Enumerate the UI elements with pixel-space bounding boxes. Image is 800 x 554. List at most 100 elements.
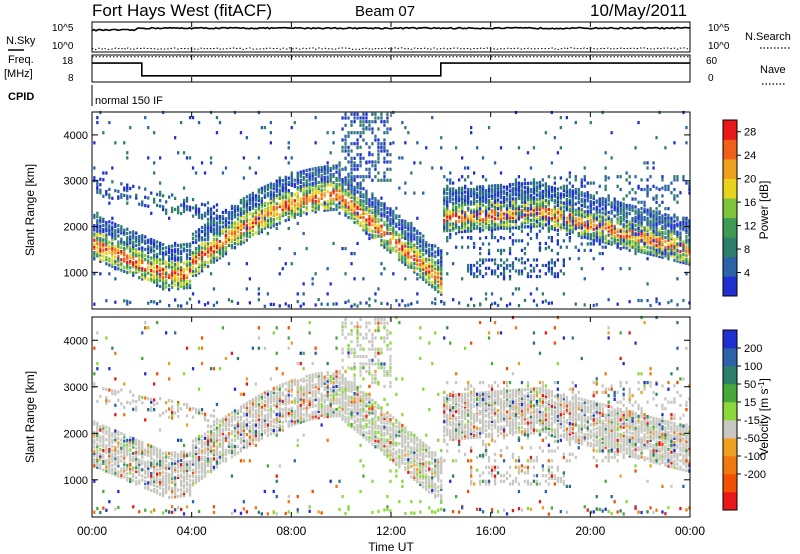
velocity-cell [111, 391, 114, 396]
power-cell [562, 263, 565, 268]
power-cell [473, 196, 476, 200]
power-cell [362, 226, 365, 230]
date-label: 10/May/2011 [590, 1, 687, 20]
power-cell [419, 248, 422, 252]
power-cell [490, 215, 494, 219]
power-cell [359, 116, 362, 120]
power-cell [171, 273, 174, 277]
power-cell [299, 180, 302, 185]
power-cell [631, 239, 634, 243]
power-cell [165, 200, 168, 204]
velocity-cell [132, 407, 135, 411]
power-cell [323, 165, 326, 169]
velocity-cell [153, 490, 156, 494]
power-cell [341, 180, 344, 184]
power-cell [643, 232, 646, 236]
power-cell [299, 203, 302, 207]
power-cell [212, 239, 216, 244]
power-cell [416, 300, 419, 304]
power-cell [380, 116, 383, 120]
power-cell [616, 213, 619, 217]
power-cell [661, 220, 664, 224]
velocity-cell [114, 507, 117, 511]
power-cell [218, 254, 222, 258]
power-cell [526, 242, 530, 246]
power-cell [162, 282, 165, 286]
velocity-cell [147, 408, 150, 412]
power-cell [428, 276, 431, 280]
power-cell [676, 253, 679, 257]
power-cell [215, 223, 219, 227]
power-cell [350, 206, 353, 210]
power-cell [174, 268, 177, 273]
power-cell [646, 210, 649, 214]
power-cell [290, 171, 293, 175]
velocity-cell [114, 377, 117, 381]
power-cell [293, 193, 296, 197]
power-cell [147, 255, 150, 259]
power-cell [386, 112, 389, 116]
power-cell [206, 238, 210, 242]
power-cell [338, 174, 341, 178]
power-cell [371, 127, 374, 131]
power-cell [637, 235, 640, 239]
power-cell [194, 255, 198, 259]
power-cell [571, 203, 574, 208]
power-cell [422, 277, 425, 281]
power-cell [553, 205, 556, 209]
power-cell [520, 210, 524, 214]
power-cell [443, 301, 446, 305]
power-cell [511, 199, 515, 203]
power-cell [260, 221, 263, 226]
power-cell [637, 226, 640, 230]
power-cell [248, 228, 251, 232]
power-cell [377, 230, 380, 234]
power-cell [347, 193, 350, 197]
power-cell [108, 244, 111, 249]
power-cell [535, 232, 539, 236]
velocity-cell [156, 480, 159, 485]
power-cell [383, 123, 386, 127]
power-cell [550, 261, 553, 265]
power-cell [308, 190, 311, 194]
power-cell [356, 190, 359, 194]
velocity-cell [126, 472, 129, 476]
velocity-cell [144, 479, 147, 484]
power-cell [401, 252, 404, 256]
velocity-cell [132, 439, 135, 443]
power-cell [413, 229, 416, 233]
power-cell [293, 211, 296, 215]
power-cell [443, 213, 446, 217]
velocity-cell [114, 392, 117, 396]
power-cell [353, 187, 356, 192]
power-cell [437, 267, 440, 271]
power-cell [203, 252, 207, 256]
power-cell [180, 121, 183, 125]
power-cell [206, 209, 210, 213]
power-cell [117, 267, 120, 271]
power-cell [356, 167, 359, 171]
velocity-cell [120, 459, 123, 463]
power-cell [628, 241, 631, 245]
power-cell [523, 221, 527, 225]
power-cell [577, 232, 580, 236]
power-cell [120, 182, 123, 186]
power-cell [368, 145, 371, 149]
power-cell [514, 213, 518, 217]
power-cell [144, 235, 147, 239]
power-cell [604, 175, 607, 179]
power-cell [580, 218, 583, 222]
power-cell [368, 208, 371, 212]
velocity-cell [102, 459, 105, 464]
power-cell [350, 204, 353, 208]
power-cell [467, 226, 470, 230]
power-cell [616, 245, 619, 249]
power-cell [350, 123, 353, 127]
power-cell [174, 241, 177, 246]
power-cell [365, 301, 368, 305]
power-cell [673, 248, 676, 252]
power-cell [496, 198, 500, 202]
power-cell [667, 253, 670, 257]
power-cell [144, 253, 147, 258]
power-cell [604, 236, 607, 241]
